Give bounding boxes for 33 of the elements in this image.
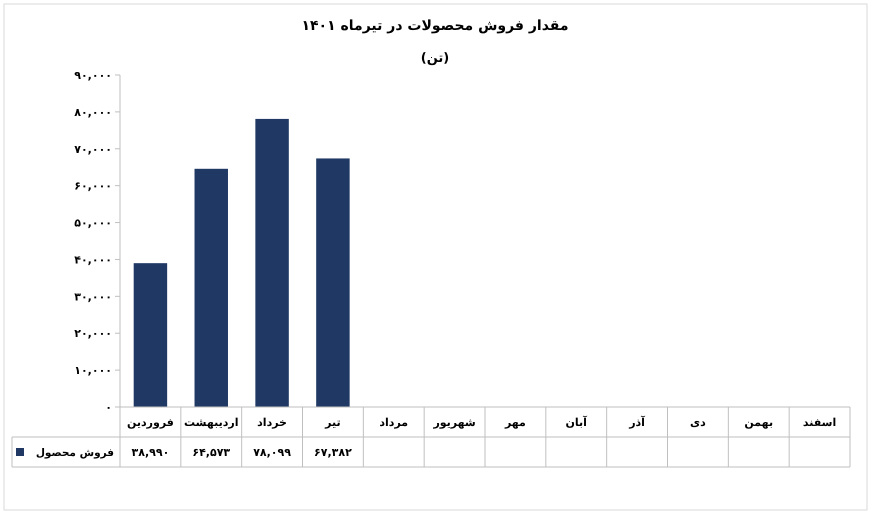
data-label: ۷۸,۰۹۹ — [253, 446, 292, 459]
bar — [194, 168, 228, 407]
x-tick-label: مهر — [504, 416, 526, 429]
x-tick-label: فروردین — [126, 416, 174, 429]
bar — [316, 158, 350, 407]
x-tick-label: خرداد — [257, 416, 288, 429]
bar — [134, 263, 168, 407]
x-tick-label: مرداد — [379, 416, 408, 429]
x-tick-label: بهمن — [744, 416, 774, 429]
chart-title: مقدار فروش محصولات در تیرماه ۱۴۰۱ — [301, 18, 569, 34]
data-label: ۶۷,۳۸۲ — [314, 446, 352, 459]
y-tick-label: ۵۰,۰۰۰ — [74, 216, 112, 230]
y-tick-label: ۸۰,۰۰۰ — [74, 106, 112, 119]
y-tick-label: ۷۰,۰۰۰ — [74, 142, 112, 156]
y-tick-label: ۴۰,۰۰۰ — [74, 253, 112, 266]
data-label: ۶۴,۵۷۳ — [192, 446, 230, 459]
legend-label: فروش محصول — [36, 447, 114, 459]
y-tick-label: ۰ — [105, 401, 112, 414]
chart-subtitle: (تن) — [420, 51, 450, 66]
x-tick-label: آذر — [628, 415, 646, 429]
y-tick-label: ۳۰,۰۰۰ — [74, 290, 112, 304]
x-tick-label: اسفند — [802, 416, 836, 429]
x-tick-label: اردیبهشت — [184, 416, 238, 429]
y-tick-label: ۱۰,۰۰۰ — [74, 364, 112, 378]
x-tick-label: آبان — [566, 415, 588, 429]
y-tick-label: ۲۰,۰۰۰ — [74, 327, 112, 340]
data-label: ۳۸,۹۹۰ — [132, 446, 170, 459]
x-tick-label: تیر — [324, 416, 341, 429]
y-tick-label: ۹۰,۰۰۰ — [74, 69, 112, 82]
x-tick-label: شهریور — [432, 416, 476, 429]
x-tick-label: دی — [690, 416, 706, 429]
y-tick-label: ۶۰,۰۰۰ — [74, 180, 112, 193]
bar — [255, 118, 289, 407]
